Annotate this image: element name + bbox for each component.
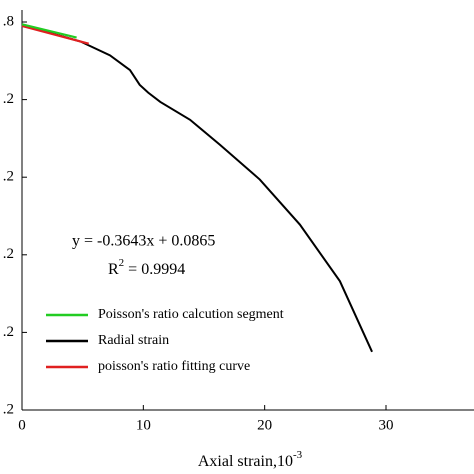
- x-tick-label: 30: [379, 417, 394, 433]
- series-line: [21, 24, 90, 45]
- x-axis-label: Axial strain,10-3: [198, 449, 303, 470]
- r-squared: R2 = 0.9994: [108, 257, 185, 278]
- x-label-text: Axial strain,10: [198, 453, 293, 470]
- x-label-exp: -3: [293, 449, 303, 461]
- y-tick-label: .2: [3, 91, 14, 107]
- y-tick-label: .8: [3, 13, 14, 29]
- series-line: [21, 24, 373, 353]
- y-tick-label: .2: [3, 324, 14, 340]
- r-exp: 2: [119, 257, 125, 269]
- y-tick-label: .2: [3, 169, 14, 185]
- x-tick-label: 20: [257, 417, 272, 433]
- legend-label: Radial strain: [98, 333, 169, 348]
- y-tick-label: .2: [3, 401, 14, 417]
- legend-label: Poisson's ratio calcution segment: [98, 307, 284, 322]
- series-line: [21, 23, 77, 39]
- r-rest: = 0.9994: [124, 261, 185, 278]
- y-tick-label: .2: [3, 246, 14, 262]
- r-base: R: [108, 261, 119, 278]
- x-tick-label: 0: [18, 417, 26, 433]
- legend-label: poisson's ratio fitting curve: [98, 359, 250, 374]
- x-tick-label: 10: [136, 417, 151, 433]
- equation: y = -0.3643x + 0.0865: [72, 233, 215, 250]
